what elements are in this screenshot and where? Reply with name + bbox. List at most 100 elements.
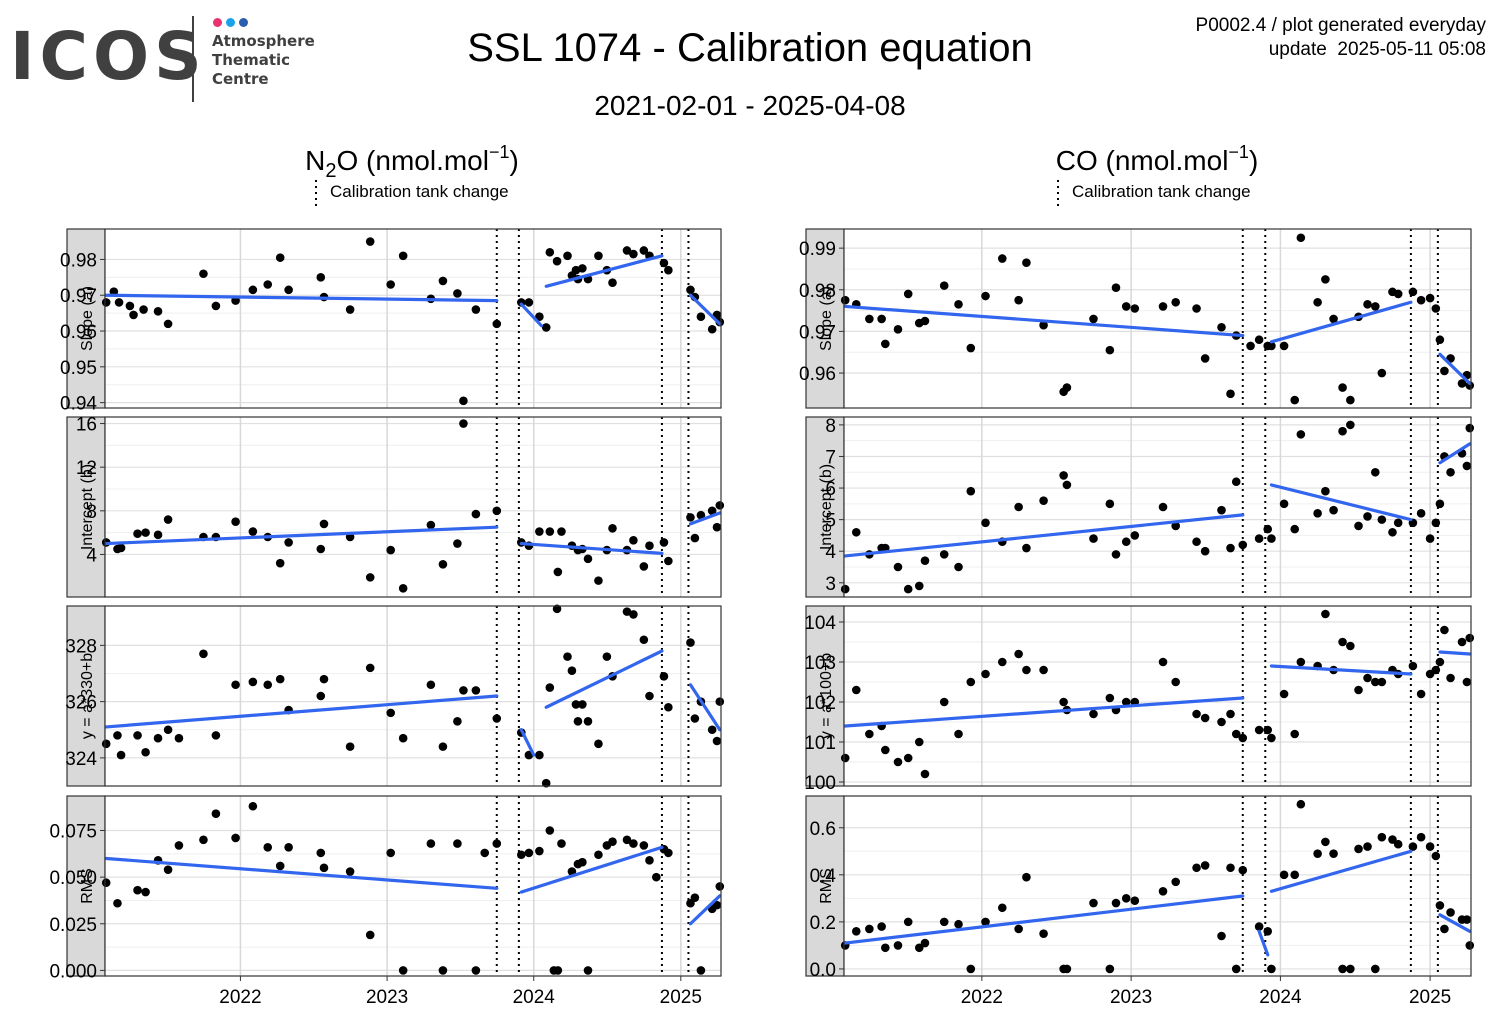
data-point bbox=[903, 753, 913, 763]
data-point bbox=[659, 672, 669, 681]
data-point bbox=[125, 301, 135, 311]
data-point bbox=[696, 510, 706, 520]
data-point bbox=[163, 319, 173, 329]
data-point bbox=[1370, 467, 1380, 477]
data-point bbox=[113, 898, 122, 908]
data-point bbox=[707, 725, 717, 735]
data-point bbox=[319, 674, 329, 684]
fit-line bbox=[1438, 913, 1472, 933]
data-point bbox=[1290, 395, 1300, 405]
data-point bbox=[1231, 729, 1241, 739]
data-point bbox=[231, 517, 240, 527]
data-point bbox=[1321, 837, 1330, 847]
data-point bbox=[438, 966, 448, 975]
panel-background bbox=[105, 606, 721, 786]
plot-meta: P0002.4 / plot generated everyday update… bbox=[1196, 14, 1486, 62]
y-tick-label: 8 bbox=[825, 416, 836, 437]
y-tick-label: 104 bbox=[804, 613, 836, 634]
data-point bbox=[453, 839, 462, 848]
data-point bbox=[1217, 322, 1226, 332]
y-tick-label: 0.025 bbox=[49, 915, 97, 936]
data-point bbox=[1296, 233, 1306, 243]
fit-line bbox=[519, 541, 664, 555]
chart-1-panel-1: Intercept (b) 3 4 5 6 7 8 bbox=[805, 416, 1475, 598]
data-point bbox=[954, 300, 963, 309]
chart-0-title: N2O (nmol.mol−1) bbox=[305, 142, 519, 182]
data-point bbox=[1279, 341, 1289, 351]
data-point bbox=[1089, 709, 1098, 719]
data-point bbox=[594, 850, 603, 860]
data-point bbox=[1446, 908, 1455, 917]
y-tick-label: 8 bbox=[86, 502, 97, 523]
panel-strip bbox=[805, 228, 845, 409]
data-point bbox=[1279, 499, 1289, 509]
data-point bbox=[939, 917, 949, 927]
chart-0-panel-0: Slope (a) 0.94 0.95 0.96 0.97 0.98 bbox=[60, 228, 725, 415]
data-point bbox=[573, 717, 583, 726]
data-point bbox=[116, 750, 126, 760]
data-point bbox=[1130, 896, 1140, 906]
data-point bbox=[1416, 509, 1426, 518]
data-point bbox=[1121, 302, 1131, 311]
data-point bbox=[1329, 314, 1338, 324]
data-point bbox=[492, 839, 502, 848]
data-point bbox=[1462, 915, 1472, 924]
data-point bbox=[1465, 423, 1475, 433]
data-point bbox=[1246, 341, 1255, 351]
logo-dot-navy bbox=[239, 18, 248, 27]
data-point bbox=[877, 922, 886, 931]
data-point bbox=[652, 872, 661, 882]
data-point bbox=[903, 289, 913, 299]
fit-line bbox=[843, 304, 1245, 338]
data-point bbox=[903, 584, 913, 594]
data-point bbox=[583, 554, 593, 564]
data-point bbox=[877, 314, 886, 324]
data-point bbox=[248, 677, 258, 687]
data-point bbox=[516, 850, 526, 860]
data-point bbox=[211, 301, 221, 311]
data-point bbox=[594, 576, 603, 585]
data-point bbox=[1416, 295, 1426, 305]
data-point bbox=[1111, 550, 1121, 559]
data-point bbox=[1192, 709, 1201, 719]
data-point bbox=[690, 893, 700, 902]
y-tick-label: 5 bbox=[825, 511, 836, 532]
data-point bbox=[1446, 467, 1455, 477]
panel-strip bbox=[805, 416, 845, 598]
logo-dot-blue bbox=[226, 18, 235, 27]
data-point bbox=[459, 419, 468, 428]
data-point bbox=[1321, 275, 1330, 284]
data-point bbox=[715, 697, 725, 706]
data-point bbox=[231, 680, 240, 690]
data-point bbox=[1226, 543, 1235, 553]
data-point bbox=[1039, 496, 1048, 505]
data-point bbox=[1171, 521, 1181, 531]
data-point bbox=[1416, 689, 1426, 699]
fit-line bbox=[843, 696, 1245, 728]
data-point bbox=[571, 700, 581, 709]
y-tick-label: 0.94 bbox=[60, 394, 97, 415]
data-point bbox=[426, 520, 436, 530]
data-point bbox=[1408, 661, 1418, 671]
data-point bbox=[865, 924, 874, 934]
data-point bbox=[1329, 849, 1338, 858]
data-point bbox=[471, 305, 481, 314]
data-point bbox=[284, 538, 293, 547]
y-tick-label: 0.98 bbox=[60, 250, 97, 271]
y-tick-label: 16 bbox=[76, 415, 97, 436]
data-point bbox=[263, 280, 273, 289]
panel-border bbox=[843, 795, 1472, 977]
data-point bbox=[453, 717, 462, 726]
data-point bbox=[851, 527, 861, 537]
fit-line bbox=[688, 683, 722, 732]
data-point bbox=[426, 680, 436, 690]
data-point bbox=[981, 669, 990, 679]
fit-line bbox=[688, 511, 722, 526]
data-point bbox=[471, 686, 481, 695]
panel-strip-label: RMS bbox=[818, 868, 835, 904]
fit-line bbox=[519, 302, 543, 328]
data-point bbox=[1158, 657, 1168, 667]
data-point bbox=[535, 846, 544, 856]
data-point bbox=[345, 867, 355, 876]
data-point bbox=[365, 663, 375, 673]
